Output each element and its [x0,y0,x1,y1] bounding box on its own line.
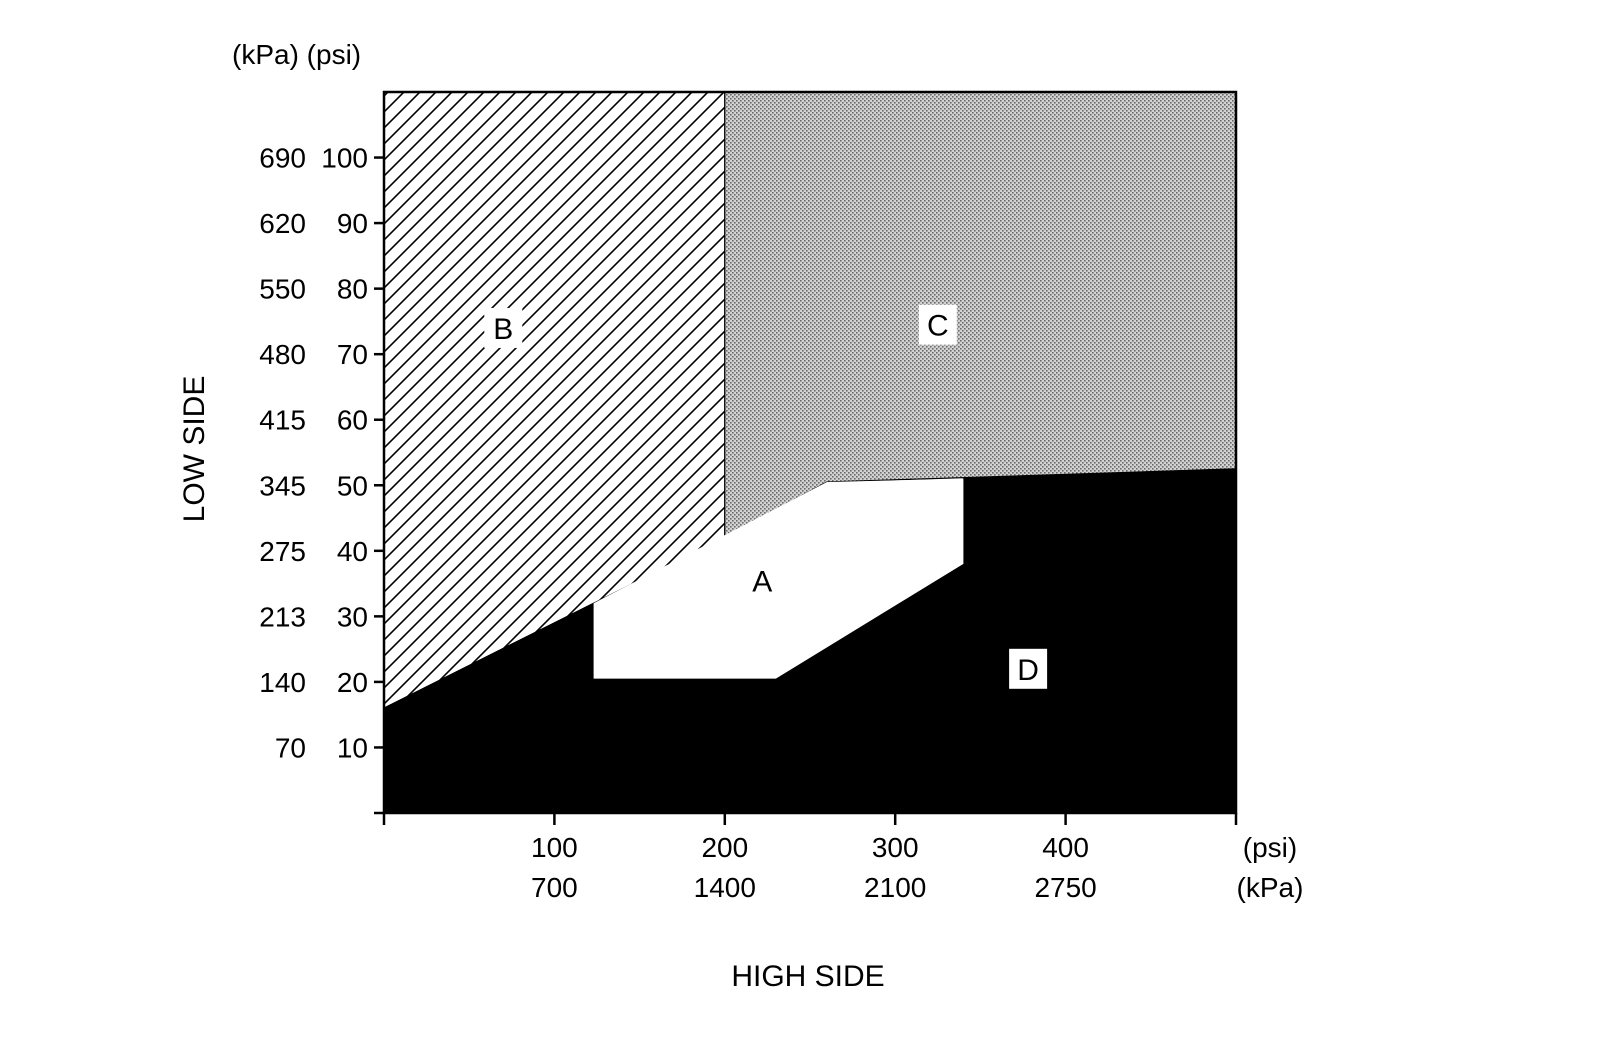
y-tick-label-kpa: 213 [259,601,306,632]
region-label-box [484,307,523,348]
x-unit-label-psi: (psi) [1243,832,1297,863]
region-label-b: B [484,307,523,348]
y-tick-label-kpa: 620 [259,208,306,239]
region-label-c: C [918,304,957,345]
y-tick-label-psi: 90 [337,208,368,239]
y-tick-label-psi: 30 [337,601,368,632]
regions-layer [383,91,1237,814]
y-tick-label-psi: 60 [337,405,368,436]
region-label-text: A [752,565,772,598]
x-tick-label-psi: 200 [701,832,748,863]
x-tick-label-psi: 100 [531,832,578,863]
y-tick-label-psi: 10 [337,732,368,763]
y-tick-label-kpa: 345 [259,470,306,501]
y-tick-label-psi: 100 [321,143,368,174]
y-tick-label-psi: 70 [337,339,368,370]
region-a [593,478,964,679]
y-tick-label-psi: 80 [337,274,368,305]
region-label-box [1009,648,1048,689]
y-tick-label-kpa: 275 [259,536,306,567]
y-tick-label-kpa: 550 [259,274,306,305]
x-tick-label-kpa: 700 [531,872,578,903]
y-tick-label-kpa: 480 [259,339,306,370]
region-label-a: A [752,565,772,598]
y-tick-label-kpa: 70 [275,732,306,763]
x-tick-label-kpa: 1400 [694,872,756,903]
labels-layer: B C D A [484,304,1048,689]
axes-layer: 10 70 20 140 30 213 40 275 50 345 60 415 70 480 80 550 9… [178,39,1303,993]
y-axis-title: LOW SIDE [178,376,211,523]
x-tick-label-kpa: 2100 [864,872,926,903]
x-tick-label-psi: 300 [872,832,919,863]
region-label-text: C [927,310,949,343]
y-tick-label-kpa: 690 [259,143,306,174]
y-tick-label-psi: 20 [337,667,368,698]
y-tick-label-kpa: 415 [259,405,306,436]
y-unit-label: (kPa) (psi) [232,39,361,70]
region-label-box [918,304,957,345]
region-label-text: B [493,313,513,346]
region-label-d: D [1009,648,1048,689]
x-tick-label-kpa: 2750 [1034,872,1096,903]
y-tick-label-psi: 50 [337,470,368,501]
y-tick-label-psi: 40 [337,536,368,567]
plot-frame [382,90,1238,815]
x-tick-label-psi: 400 [1042,832,1089,863]
x-axis-title: HIGH SIDE [731,960,884,993]
x-unit-label-kpa: (kPa) [1237,872,1304,903]
y-tick-label-kpa: 140 [259,667,306,698]
region-c [724,91,1237,539]
region-label-text: D [1017,654,1039,687]
